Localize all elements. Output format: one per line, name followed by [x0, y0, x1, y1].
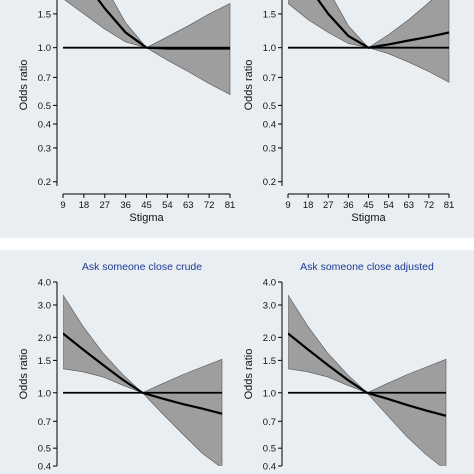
x-tick-label: 63	[403, 200, 414, 211]
chart-panel-top-left: 0.2 0.3 0.4 0.5 0.7 1.0 1.5 9 18 27 36 45 54 63 72 81 St…	[18, 0, 235, 224]
y-tick-label: 0.5	[38, 444, 51, 455]
series-line	[288, 332, 447, 417]
x-tick-label: 54	[383, 200, 394, 211]
x-tick-label: 18	[303, 200, 314, 211]
y-tick-label: 0.5	[263, 444, 276, 455]
y-tick-label: 0.5	[263, 101, 276, 112]
series-line	[97, 0, 230, 50]
y-tick-label: 3.0	[263, 300, 276, 311]
y-tick-label: 1.5	[263, 9, 276, 20]
y-axis-label: Odds ratio	[18, 60, 30, 111]
chart-panel-bottom-left: 0.4 0.5 0.7 1.0 1.5 2.0 3.0 4.0 Odds ratio Ask so…	[18, 261, 223, 473]
x-tick-label: 27	[99, 200, 110, 211]
y-tick-label: 0.4	[263, 119, 276, 130]
x-tick-label: 63	[183, 200, 194, 211]
y-tick-label: 0.7	[263, 417, 276, 428]
x-tick-label: 54	[162, 200, 173, 211]
y-tick-label: 0.7	[38, 417, 51, 428]
y-tick-label: 0.4	[38, 119, 51, 130]
x-tick-label: 27	[323, 200, 334, 211]
y-tick-label: 0.5	[38, 101, 51, 112]
x-tick-label: 36	[343, 200, 354, 211]
x-axis-label: Stigma	[129, 212, 164, 224]
y-tick-label: 0.3	[38, 143, 51, 154]
y-tick-label: 1.0	[263, 43, 276, 54]
y-tick-label: 0.3	[263, 143, 276, 154]
y-tick-label: 0.4	[38, 462, 51, 473]
y-tick-label: 2.0	[263, 333, 276, 344]
x-tick-label: 18	[79, 200, 90, 211]
y-tick-label: 4.0	[38, 278, 51, 289]
y-tick-label: 0.4	[263, 462, 276, 473]
x-tick-label: 72	[424, 200, 435, 211]
plot-area	[63, 294, 223, 466]
y-axis-label: Odds ratio	[243, 60, 255, 111]
x-tick-label: 81	[444, 200, 455, 211]
y-tick-label: 1.5	[38, 9, 51, 20]
x-tick-label: 9	[285, 200, 290, 211]
x-axis-label: Stigma	[351, 212, 386, 224]
y-axis-label: Odds ratio	[18, 349, 30, 400]
plot-area	[63, 0, 231, 95]
y-tick-label: 2.0	[38, 333, 51, 344]
y-tick-label: 0.2	[38, 177, 51, 188]
y-tick-label: 1.0	[38, 43, 51, 54]
y-tick-label: 1.0	[263, 388, 276, 399]
x-tick-label: 81	[225, 200, 236, 211]
y-tick-label: 3.0	[38, 300, 51, 311]
confidence-band	[288, 0, 450, 83]
panel-title: Ask someone close crude	[82, 261, 202, 273]
y-tick-label: 0.7	[263, 73, 276, 84]
series-line	[63, 332, 223, 415]
confidence-band	[63, 294, 223, 466]
chart-panel-top-right: 0.2 0.3 0.4 0.5 0.7 1.0 1.5 9 18 27 36 45 54 63 72 81 St…	[243, 0, 454, 224]
y-tick-label: 1.5	[263, 356, 276, 367]
y-tick-label: 1.5	[38, 356, 51, 367]
y-tick-label: 0.7	[38, 73, 51, 84]
x-tick-label: 36	[120, 200, 131, 211]
plot-area	[288, 0, 450, 83]
chart-panel-bottom-right: 0.4 0.5 0.7 1.0 1.5 2.0 3.0 4.0 Odds ratio Ask so…	[243, 261, 447, 473]
y-tick-label: 1.0	[38, 388, 51, 399]
y-axis-label: Odds ratio	[243, 349, 255, 400]
confidence-band	[288, 294, 447, 466]
x-tick-label: 9	[60, 200, 65, 211]
plot-area	[288, 294, 447, 466]
y-tick-label: 0.2	[263, 177, 276, 188]
series-line	[316, 0, 450, 49]
x-tick-label: 45	[141, 200, 152, 211]
x-tick-label: 72	[204, 200, 215, 211]
x-tick-label: 45	[363, 200, 374, 211]
y-tick-label: 4.0	[263, 278, 276, 289]
panel-title: Ask someone close adjusted	[300, 261, 434, 273]
